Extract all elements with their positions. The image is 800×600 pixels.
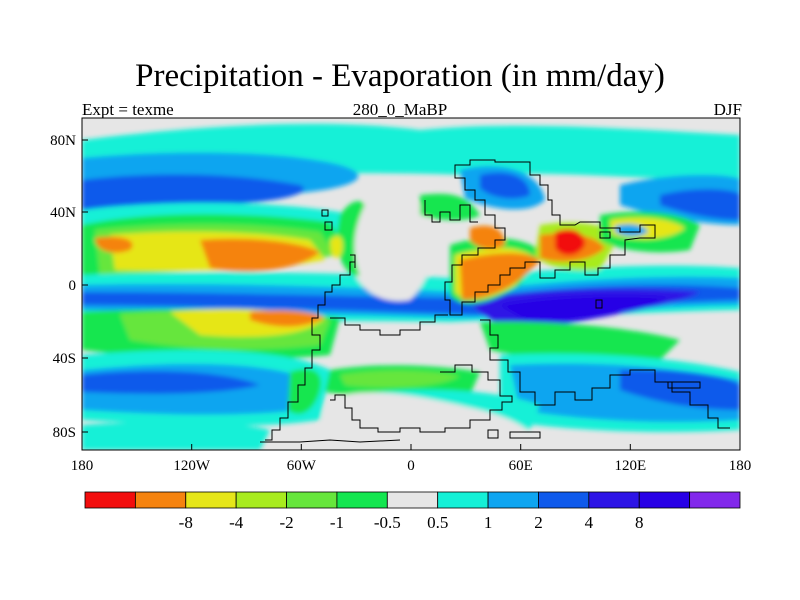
contour-region — [420, 193, 480, 221]
contour-region — [346, 199, 434, 301]
y-tick-label: 80N — [50, 133, 76, 149]
contour-region — [340, 370, 460, 388]
x-axis: 180 120W 60W 0 60E 120E 180 — [71, 444, 752, 474]
y-tick-label: 0 — [69, 278, 77, 294]
contour-region — [330, 236, 343, 258]
field-contours — [82, 123, 740, 450]
colorbar-label: 0.5 — [427, 513, 448, 532]
contour-region — [660, 189, 740, 220]
x-tick: 180 — [729, 444, 752, 474]
contour-region — [82, 174, 304, 212]
colorbar-swatch — [386, 491, 439, 509]
y-tick-label: 40S — [53, 351, 76, 367]
colorbar-swatch — [689, 491, 741, 509]
coastline — [595, 299, 603, 309]
x-tick: 0 — [407, 444, 415, 474]
colorbar: -8 -4 -2 -1 -0.5 0.5 1 2 4 8 — [84, 491, 741, 532]
coastline — [667, 381, 701, 389]
colorbar-swatch — [437, 491, 489, 509]
y-axis: 80N 40N 0 40S 80S — [50, 133, 88, 441]
x-tick-label: 120E — [614, 458, 646, 474]
colorbar-swatch — [84, 491, 136, 509]
colorbar-label: -0.5 — [374, 513, 401, 532]
contour-region — [470, 225, 505, 250]
season-label: DJF — [713, 100, 742, 119]
colorbar-swatch — [235, 491, 287, 509]
colorbar-swatch — [638, 491, 691, 509]
coastline — [487, 429, 499, 439]
colorbar-swatch — [487, 491, 539, 509]
contour-region — [82, 421, 270, 450]
contour-region — [480, 321, 680, 363]
coastline — [509, 431, 541, 439]
colorbar-swatch — [286, 491, 338, 509]
colorbar-label: 1 — [484, 513, 493, 532]
x-tick-label: 0 — [407, 458, 415, 474]
colorbar-swatch — [538, 491, 590, 509]
time-label: 280_0_MaBP — [352, 100, 448, 119]
x-tick-label: 180 — [729, 458, 752, 474]
x-tick-label: 60W — [287, 458, 317, 474]
y-tick-label: 40N — [50, 205, 76, 221]
colorbar-swatch — [134, 491, 187, 509]
coastline — [324, 221, 333, 231]
colorbar-label: -1 — [330, 513, 344, 532]
contour-region — [555, 229, 585, 256]
x-tick: 120E — [614, 444, 646, 474]
coastline — [599, 231, 611, 239]
contour-region — [82, 371, 260, 394]
contour-region — [200, 238, 320, 272]
coastline — [350, 254, 356, 268]
coastline — [444, 159, 656, 316]
colorbar-label: -2 — [279, 513, 293, 532]
colorbar-label: 8 — [635, 513, 644, 532]
coastline — [330, 364, 513, 433]
coastline — [480, 319, 730, 429]
x-tick-label: 180 — [71, 458, 94, 474]
x-tick-label: 120W — [173, 458, 211, 474]
contour-region — [95, 236, 133, 253]
map-panel: 180 120W 60W 0 60E 120E 180 80N 40N 0 40… — [50, 117, 752, 474]
x-tick: 120W — [173, 444, 211, 474]
colorbar-swatch — [185, 491, 237, 509]
contour-region — [319, 392, 540, 450]
colorbar-label: -4 — [229, 513, 244, 532]
contour-region — [288, 369, 321, 414]
coastline — [424, 200, 478, 223]
y-tick: 40S — [53, 351, 88, 367]
colorbar-label: 4 — [585, 513, 594, 532]
colorbar-swatch — [588, 491, 640, 509]
colorbar-label: -8 — [179, 513, 193, 532]
x-tick: 60E — [509, 444, 533, 474]
experiment-label: Expt = texme — [82, 100, 174, 119]
contour-region — [480, 172, 530, 199]
contour-region — [250, 310, 325, 327]
coastline — [321, 209, 329, 217]
x-tick: 180 — [71, 444, 94, 474]
coastline — [330, 314, 448, 336]
y-tick: 80S — [53, 425, 88, 441]
contour-region — [336, 201, 365, 276]
coastline — [260, 439, 401, 443]
y-tick: 0 — [69, 278, 88, 294]
map-title: Precipitation - Evaporation (in mm/day) — [135, 58, 665, 94]
contour-region — [620, 369, 740, 410]
y-tick-label: 80S — [53, 425, 76, 441]
x-tick: 60W — [287, 444, 317, 474]
y-tick: 80N — [50, 133, 88, 149]
contour-region — [500, 295, 670, 322]
y-tick: 40N — [50, 205, 88, 221]
coastlines — [260, 159, 730, 443]
colorbar-swatch — [336, 491, 388, 509]
coastline — [265, 261, 355, 441]
colorbar-label: 2 — [534, 513, 543, 532]
x-tick-label: 60E — [509, 458, 533, 474]
